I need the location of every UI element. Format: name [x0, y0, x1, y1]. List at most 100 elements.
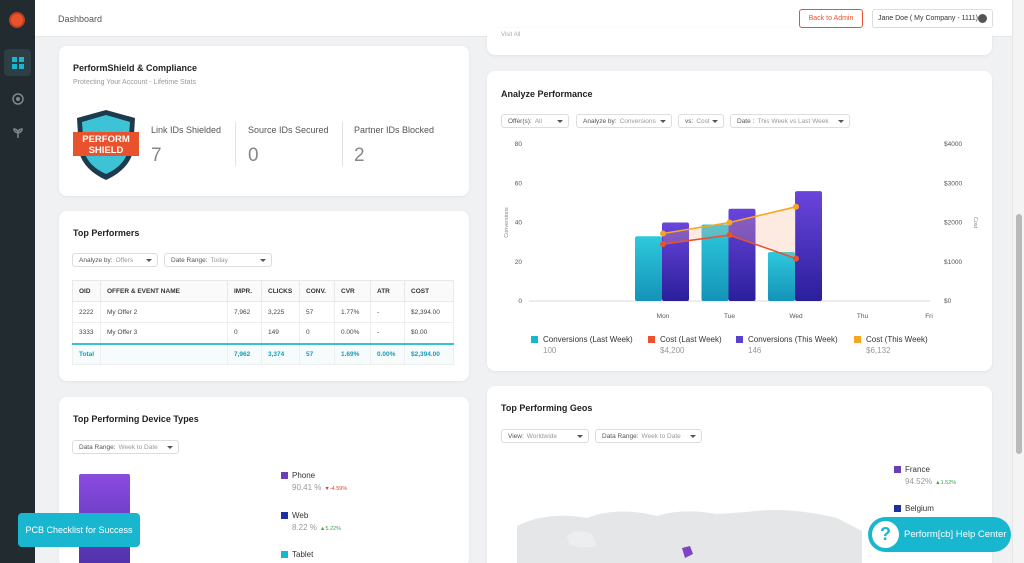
x-tick-label: Tue — [724, 313, 735, 320]
data-point — [660, 241, 666, 248]
data-range-dropdown[interactable]: Data Range: Week to Date — [72, 440, 179, 454]
legend-cost-last-value: $4,200 — [660, 346, 685, 355]
table-cell: My Offer 2 — [100, 301, 228, 323]
y-right-tick-label: $4000 — [944, 141, 962, 148]
legend-cost-last: Cost (Last Week) — [660, 335, 722, 344]
legend-conv-this-value: 146 — [748, 346, 762, 355]
stat-label-link-ids: Link IDs Shielded — [151, 125, 222, 135]
column-header[interactable]: CONV. — [299, 280, 335, 302]
stat-value-link-ids: 7 — [151, 145, 162, 166]
breadcrumb: Dashboard — [58, 14, 103, 24]
legend-cost-this: Cost (This Week) — [866, 335, 928, 344]
dashboard-icon[interactable] — [4, 49, 31, 76]
back-to-admin-button[interactable]: Back to Admin — [799, 9, 863, 28]
data-point — [726, 232, 733, 239]
table-cell: 0.00% — [334, 322, 371, 344]
table-cell: Total — [72, 342, 101, 365]
data-point — [793, 255, 799, 262]
card-title: Top Performers — [73, 228, 140, 238]
legend-belgium: Belgium — [905, 504, 934, 513]
visit-all-link[interactable]: Visit All — [501, 32, 521, 38]
legend-swatch — [531, 336, 538, 343]
scrollbar-thumb[interactable] — [1016, 214, 1022, 454]
legend-conv-last: Conversions (Last Week) — [543, 335, 633, 344]
performshield-card: PerformShield & Compliance Protecting Yo… — [59, 46, 469, 196]
date-range-dropdown[interactable]: Date Range: Today — [164, 253, 272, 267]
table-cell: - — [370, 322, 405, 344]
partial-card: Visit All — [487, 28, 992, 55]
table-row[interactable]: 3333 My Offer 3 0 149 0 0.00% - $0.00 — [72, 322, 454, 344]
view-dropdown[interactable]: View: Worldwide — [501, 429, 589, 443]
y-right-tick-label: $1000 — [944, 259, 962, 266]
x-tick-label: Mon — [657, 313, 670, 320]
svg-text:SHIELD: SHIELD — [89, 145, 124, 156]
column-header[interactable]: COST — [404, 280, 454, 302]
top-performers-table: OID OFFER & EVENT NAME IMPR. CLICKS CONV… — [72, 280, 454, 365]
table-cell: 3,225 — [261, 301, 300, 323]
column-header[interactable]: ATR — [370, 280, 405, 302]
table-row[interactable]: 2222 My Offer 2 7,962 3,225 57 1.77% - $… — [72, 301, 454, 323]
card-title: PerformShield & Compliance — [73, 63, 198, 73]
card-title: Top Performing Device Types — [73, 414, 199, 424]
table-cell: $0.00 — [404, 322, 454, 344]
table-cell: 3333 — [72, 322, 101, 344]
column-header[interactable]: IMPR. — [227, 280, 262, 302]
stat-label-partner-ids: Partner IDs Blocked — [354, 125, 435, 135]
analyze-by-dropdown[interactable]: Analyze by: Offers — [72, 253, 158, 267]
card-title: Analyze Performance — [501, 89, 593, 99]
analyze-performance-card: Analyze Performance Offer(s): All Analyze… — [487, 71, 992, 371]
y-right-tick-label: $3000 — [944, 180, 962, 187]
analyze-performance-chart: 0 20 40 60 80 $0 $1000 $2000 $3000 $4000 Conversio… — [504, 141, 978, 320]
table-cell: 0 — [227, 322, 262, 344]
table-cell: 0 — [299, 322, 335, 344]
x-tick-label: Fri — [925, 313, 933, 320]
legend-conv-last-value: 100 — [543, 346, 557, 355]
table-cell: 1.77% — [334, 301, 371, 323]
belgium-swatch — [894, 505, 901, 512]
table-cell: 3,374 — [261, 342, 300, 365]
france-swatch — [894, 466, 901, 473]
legend-web-value: 8.22 % ▲5.22% — [292, 523, 341, 532]
column-header[interactable]: CVR — [334, 280, 371, 302]
data-range-dropdown[interactable]: Data Range: Week to Date — [595, 429, 702, 443]
performance-icon[interactable] — [4, 85, 31, 112]
column-header[interactable]: OID — [72, 280, 101, 302]
bar — [635, 236, 662, 301]
help-center-button[interactable]: ? Perform[cb] Help Center — [868, 517, 1011, 552]
performshield-badge-icon: PERFORM SHIELD — [73, 110, 139, 180]
table-cell: 7,962 — [227, 342, 262, 365]
growth-icon[interactable] — [4, 119, 31, 146]
analyze-by-dropdown[interactable]: Analyze by: Conversions — [576, 114, 672, 128]
table-cell: 1.69% — [334, 342, 371, 365]
y-tick-label: 80 — [515, 141, 523, 148]
data-point — [726, 219, 733, 226]
card-subtitle: Protecting Your Account - Lifetime Stats — [73, 79, 196, 86]
sidebar — [0, 0, 35, 563]
table-total-row: Total 7,962 3,374 57 1.69% 0.00% $2,394.… — [72, 342, 454, 365]
legend-web: Web — [292, 511, 309, 520]
user-menu[interactable]: Jane Doe ( My Company - 1111) — [872, 9, 993, 28]
vs-dropdown[interactable]: vs: Cost — [678, 114, 724, 128]
bar — [795, 191, 822, 301]
tablet-swatch — [281, 551, 288, 558]
divider — [342, 122, 343, 166]
stat-value-partner-ids: 2 — [354, 145, 365, 166]
pcb-checklist-button[interactable]: PCB Checklist for Success — [18, 513, 140, 547]
legend-conv-this: Conversions (This Week) — [748, 335, 838, 344]
bar — [768, 251, 795, 301]
table-cell: $2,394.00 — [404, 342, 454, 365]
column-header[interactable]: OFFER & EVENT NAME — [100, 280, 228, 302]
page-scrollbar[interactable] — [1012, 0, 1024, 563]
table-cell — [100, 342, 228, 365]
app-logo-icon[interactable] — [9, 12, 25, 28]
divider — [235, 122, 236, 166]
data-point — [660, 230, 666, 237]
date-dropdown[interactable]: Date : This Week vs Last Week — [730, 114, 850, 128]
user-name: Jane Doe ( My Company - 1111) — [878, 15, 978, 22]
column-header[interactable]: CLICKS — [261, 280, 300, 302]
table-cell: $2,394.00 — [404, 301, 454, 323]
table-cell: - — [370, 301, 405, 323]
table-cell: 149 — [261, 322, 300, 344]
x-tick-label: Wed — [789, 313, 803, 320]
offers-dropdown[interactable]: Offer(s): All — [501, 114, 569, 128]
